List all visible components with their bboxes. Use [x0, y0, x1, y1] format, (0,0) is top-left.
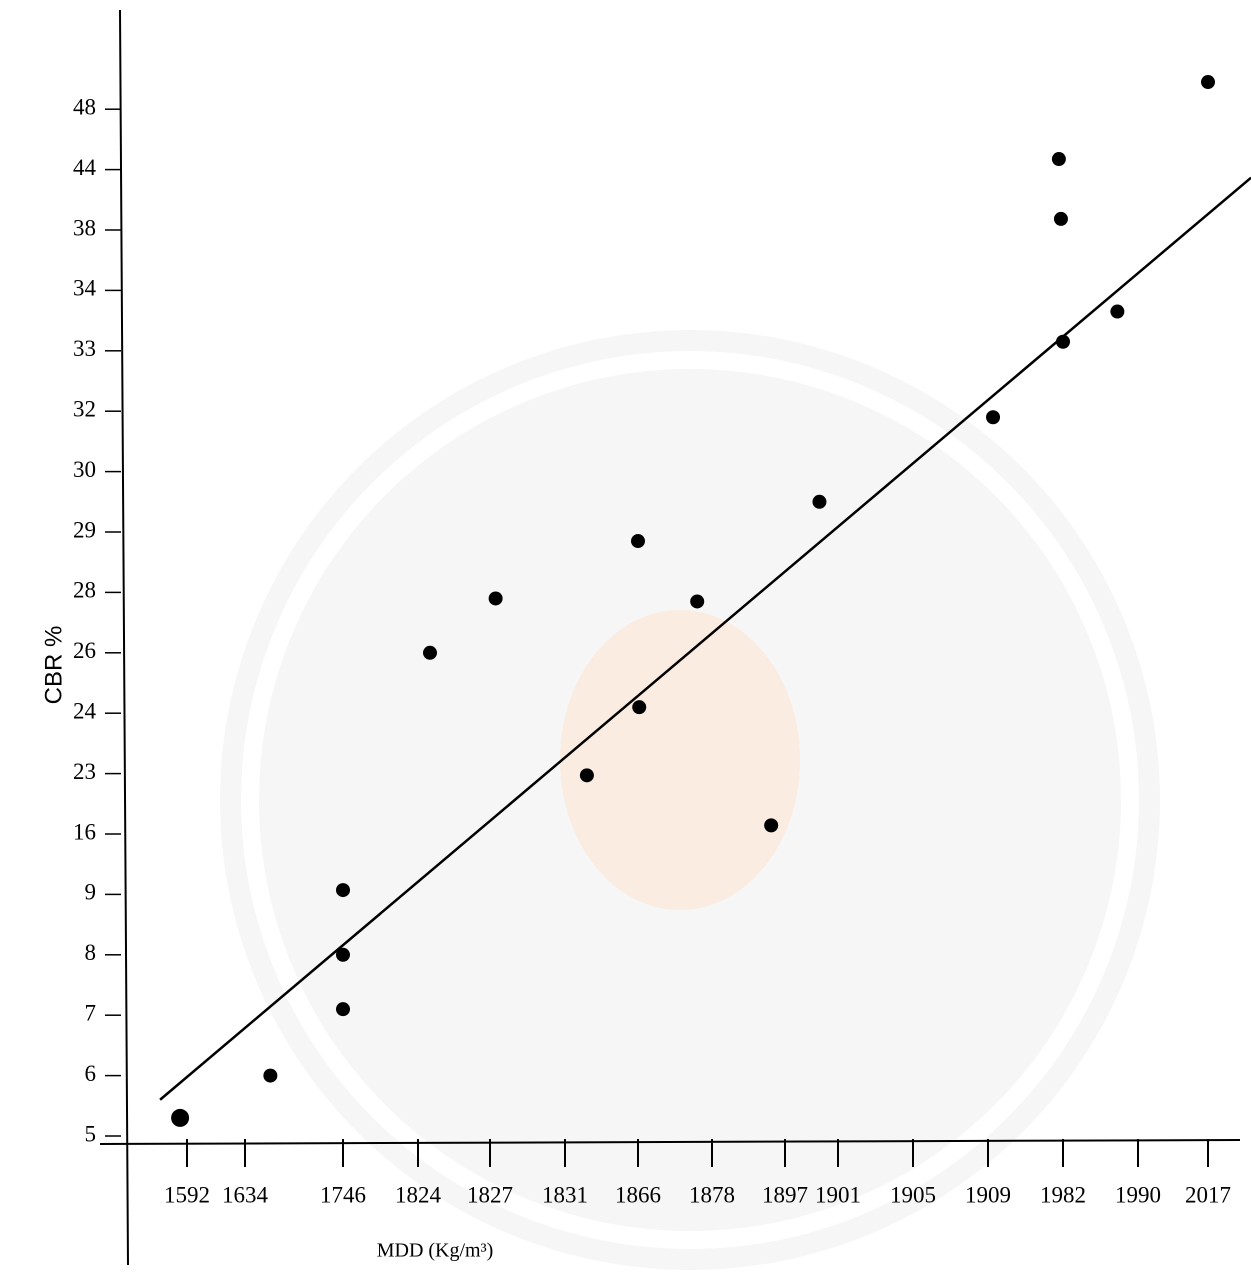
- y-tick-label: 30: [73, 457, 96, 482]
- y-tick-label: 34: [73, 276, 97, 301]
- point: [1110, 305, 1124, 319]
- x-tick-label: 1592: [164, 1182, 210, 1207]
- point: [336, 948, 350, 962]
- point: [812, 495, 826, 509]
- x-tick-label: 1990: [1115, 1182, 1161, 1207]
- x-tick-label: 1827: [467, 1182, 513, 1207]
- x-tick-label: 1909: [965, 1182, 1011, 1207]
- point: [986, 410, 1000, 424]
- x-tick-label: 1746: [320, 1182, 366, 1207]
- x-tick-label: 1866: [615, 1182, 661, 1207]
- y-tick-label: 6: [85, 1061, 97, 1086]
- y-tick-label: 5: [85, 1121, 97, 1146]
- x-tick-label: 1878: [689, 1182, 735, 1207]
- point: [423, 646, 437, 660]
- y-tick-label: 33: [73, 336, 96, 361]
- y-tick-label: 48: [73, 94, 96, 119]
- chart: CBR % MDD (Kg/m³) 1592163417461824182718…: [0, 0, 1251, 1272]
- y-tick-label: 28: [73, 578, 96, 603]
- y-tick-label: 9: [85, 880, 97, 905]
- point: [1201, 75, 1215, 89]
- y-tick-label: 24: [73, 698, 97, 723]
- y-tick-label: 32: [73, 396, 96, 421]
- y-tick-label: 16: [73, 819, 96, 844]
- watermark: [220, 330, 1160, 1270]
- watermark-bulb: [560, 610, 800, 910]
- y-axis-title: CBR %: [40, 626, 67, 705]
- x-tick-label: 1634: [222, 1182, 269, 1207]
- point: [631, 534, 645, 548]
- point: [263, 1069, 277, 1083]
- x-tick-label: 1901: [815, 1182, 861, 1207]
- x-tick-label: 1905: [890, 1182, 936, 1207]
- point: [690, 594, 704, 608]
- point: [1054, 212, 1068, 226]
- point: [1056, 335, 1070, 349]
- point: [632, 700, 646, 714]
- point: [336, 1002, 350, 1016]
- point: [1052, 152, 1066, 166]
- x-tick-label: 1897: [762, 1182, 808, 1207]
- x-tick-label: 2017: [1185, 1182, 1231, 1207]
- point: [489, 591, 503, 605]
- y-tick-label: 44: [73, 155, 97, 180]
- point: [764, 818, 778, 832]
- y-tick-label: 29: [73, 517, 96, 542]
- y-tick-label: 8: [85, 940, 97, 965]
- y-tick-label: 38: [73, 215, 96, 240]
- point: [580, 768, 594, 782]
- y-tick-label: 26: [73, 638, 96, 663]
- x-tick-label: 1831: [542, 1182, 588, 1207]
- point: [336, 883, 350, 897]
- point: [171, 1109, 189, 1127]
- y-tick-label: 7: [85, 1000, 97, 1025]
- x-tick-label: 1824: [395, 1182, 442, 1207]
- y-tick-label: 23: [73, 759, 96, 784]
- x-axis-title: MDD (Kg/m³): [377, 1240, 494, 1262]
- x-tick-label: 1982: [1040, 1182, 1086, 1207]
- y-axis: [120, 10, 128, 1265]
